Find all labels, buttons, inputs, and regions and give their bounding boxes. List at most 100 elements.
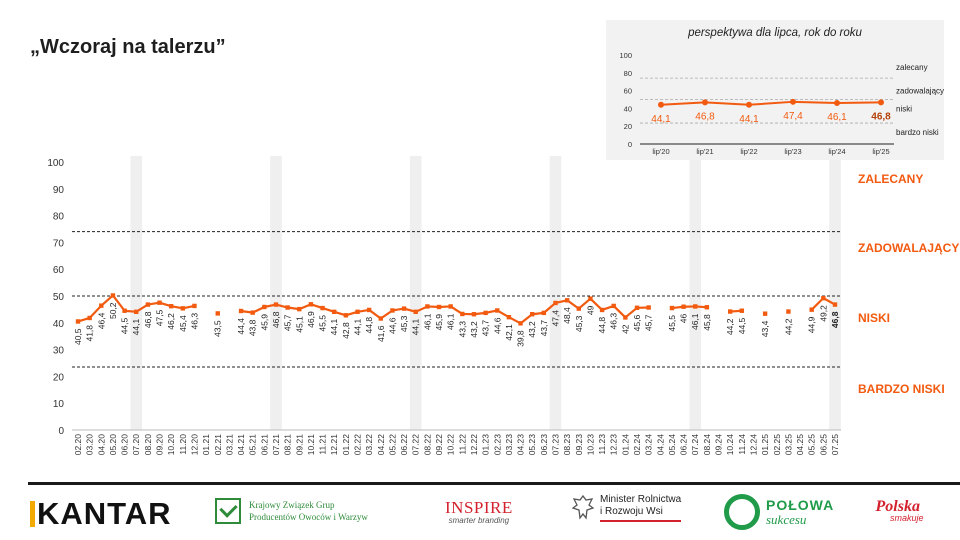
data-point [739, 308, 745, 313]
category-label-recommended: ZALECANY [858, 172, 924, 186]
data-label: 45,4 [178, 315, 188, 332]
data-point [436, 304, 442, 310]
data-label: 44,5 [737, 317, 747, 334]
data-label: 42,8 [341, 322, 351, 339]
data-label: 42,1 [504, 324, 514, 341]
data-label: 46,1 [422, 313, 432, 330]
data-label: 49,2 [818, 305, 828, 322]
data-label: 46,4 [96, 312, 106, 329]
x-tick-label: 03.25 [783, 434, 793, 456]
inset-data-label: 46,8 [695, 111, 715, 122]
category-label-very-low: BARDZO NISKI [858, 382, 945, 396]
data-point [646, 305, 651, 310]
data-label: 43,2 [527, 321, 537, 338]
x-tick-label: 07.23 [550, 434, 560, 456]
data-point [99, 303, 104, 308]
inset-threshold-label: zalecany [896, 63, 928, 72]
x-tick-label: 11.24 [737, 434, 747, 455]
inset-x-tick-label: lip'25 [872, 147, 889, 156]
data-point [110, 293, 116, 298]
inset-x-tick-label: lip'24 [828, 147, 845, 156]
july-inset-chart: perspektywa dla lipca, rok do roku 100 80… [606, 20, 944, 160]
data-label: 46,8 [830, 311, 840, 328]
data-point [168, 303, 174, 309]
x-tick-label: 10.22 [446, 434, 456, 456]
july-highlight-band [270, 156, 282, 430]
x-tick-label: 12.21 [329, 434, 339, 456]
data-point [530, 312, 535, 317]
data-label: 46,2 [166, 313, 176, 330]
inset-x-tick-label: lip'21 [696, 147, 713, 156]
x-tick-label: 09.24 [714, 434, 724, 456]
series-line [671, 305, 707, 310]
data-point [483, 310, 488, 316]
data-point [355, 309, 360, 315]
data-point [623, 315, 628, 320]
data-label: 42 [620, 324, 630, 334]
july-highlight-band [829, 156, 841, 430]
inspire-logo: INSPIRE smarter branding [445, 498, 513, 525]
x-tick-label: 04.25 [795, 434, 805, 456]
data-label: 46,1 [446, 313, 456, 330]
ministry-logo: Minister Rolnictwa i Rozwoju Wsi [571, 494, 682, 522]
kzg-line-1: Krajowy Związek Grup [249, 500, 335, 510]
data-point [611, 303, 616, 309]
data-point [693, 304, 698, 309]
data-label: 44,1 [353, 319, 363, 336]
y-tick-label: 40 [53, 319, 65, 330]
kzg-line-2: Producentów Owoców i Warzyw [249, 512, 368, 522]
data-label: 43,5 [213, 320, 223, 337]
inset-data-label: 46,1 [827, 112, 847, 123]
x-tick-label: 03.20 [85, 434, 95, 456]
polowa-sukcesu-logo: POŁOWA sukcesu [724, 494, 834, 530]
data-point [553, 300, 558, 306]
x-tick-label: 05.21 [248, 434, 258, 456]
data-label: 43,8 [248, 319, 258, 336]
kantar-bar-icon [30, 501, 35, 527]
july-highlight-band [409, 156, 422, 430]
inspire-wordmark: INSPIRE [445, 498, 513, 517]
inset-threshold-label: zadowalający [896, 87, 944, 96]
x-tick-label: 04.21 [236, 434, 246, 456]
data-point [471, 312, 477, 317]
y-tick-label: 90 [53, 185, 65, 196]
data-point [145, 302, 151, 307]
x-tick-label: 12.23 [609, 434, 619, 456]
data-point [332, 309, 337, 315]
data-label: 45,9 [434, 314, 444, 331]
x-tick-label: 01.21 [201, 434, 211, 456]
data-label: 44,2 [783, 318, 793, 335]
data-label: 46,8 [271, 311, 281, 328]
x-tick-label: 09.20 [155, 434, 165, 456]
x-tick-label: 12.20 [189, 434, 199, 456]
x-tick-label: 10.23 [585, 434, 595, 456]
x-tick-label: 06.24 [679, 434, 689, 456]
inset-y-tick-label: 100 [619, 51, 632, 60]
x-tick-label: 11.23 [597, 434, 607, 455]
data-label: 44,8 [597, 317, 607, 334]
x-tick-label: 07.24 [690, 434, 700, 456]
data-label: 46,3 [609, 313, 619, 330]
data-label: 44,2 [725, 318, 735, 335]
data-point [541, 310, 547, 316]
x-tick-label: 05.24 [667, 434, 677, 456]
x-tick-label: 02.21 [213, 434, 223, 456]
data-label: 45,9 [259, 314, 269, 331]
x-tick-label: 04.24 [655, 434, 665, 456]
data-label: 45,7 [283, 314, 293, 331]
july-highlight-band [549, 156, 562, 430]
data-point [87, 315, 92, 321]
y-tick-label: 20 [53, 372, 65, 383]
x-tick-label: 06.23 [539, 434, 549, 456]
x-tick-label: 05.25 [807, 434, 817, 456]
x-tick-label: 07.22 [411, 434, 421, 456]
data-label: 44,5 [120, 317, 130, 334]
x-tick-label: 01.24 [620, 434, 630, 456]
x-tick-label: 11.22 [457, 434, 467, 455]
data-point [320, 305, 325, 311]
data-label: 44,6 [387, 317, 397, 334]
data-point [192, 303, 197, 309]
data-label: 50,2 [108, 302, 118, 319]
data-point [681, 304, 686, 309]
